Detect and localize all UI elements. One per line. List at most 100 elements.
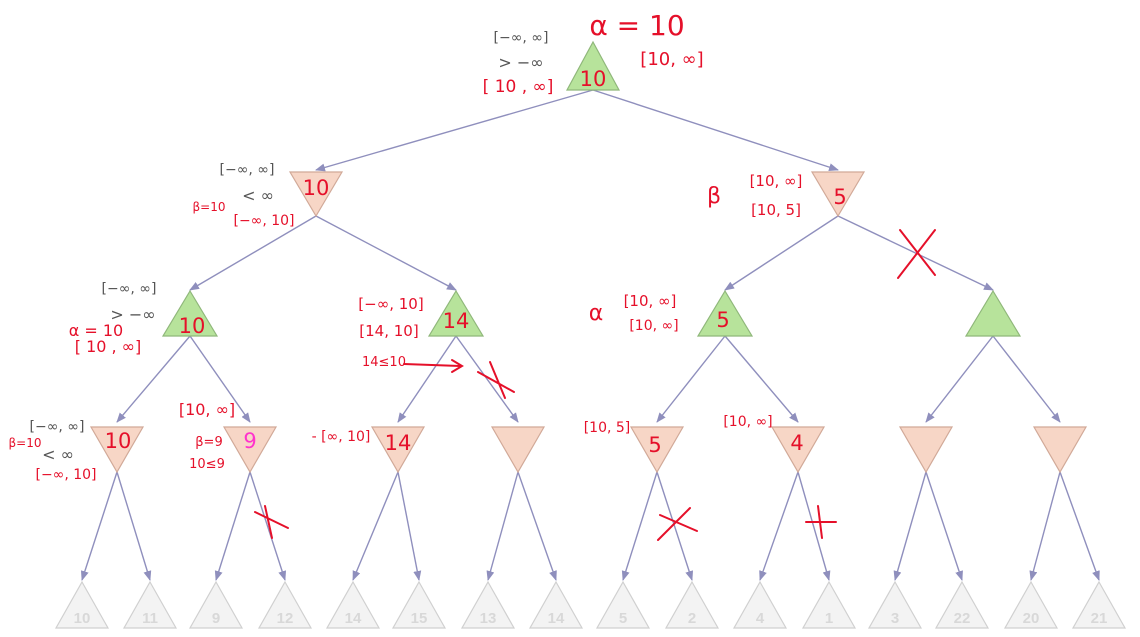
edge-l1-left-l2-a xyxy=(189,215,317,291)
leaf-value-1: 10 xyxy=(74,610,91,627)
edge-l1-left-l2-b xyxy=(315,215,457,291)
node-l3-g xyxy=(898,426,954,474)
node-value-l3-c: 14 xyxy=(385,431,412,455)
tree-edges xyxy=(80,89,1100,581)
handwritten-annotations: α = 10 [ 10 , ∞] [10, ∞] β=10 [−∞, 10] β… xyxy=(9,9,803,483)
prune-cross-4 xyxy=(657,507,698,541)
leaf-6 xyxy=(391,580,447,629)
l1-right-interval-2-annotation: [10, 5] xyxy=(751,201,801,219)
pruning-arrow-head xyxy=(451,359,464,373)
prune-cross-2 xyxy=(477,361,515,399)
l2-c-interval-1-annotation: [10, ∞] xyxy=(624,292,677,310)
edge-l2-d-l3-h xyxy=(992,335,1061,423)
leaf-1 xyxy=(54,580,110,629)
beta-l3-b-annotation: β=9 xyxy=(195,435,222,450)
node-l3-f xyxy=(770,426,826,474)
edge-l3-h-leaf-15 xyxy=(1029,471,1061,581)
edge-l3-d-leaf-7 xyxy=(486,471,519,581)
node-l1-left xyxy=(288,171,344,218)
beta-symbol-annotation: β xyxy=(707,184,721,209)
max-nodes xyxy=(161,40,1022,337)
leaf-value-13: 3 xyxy=(891,610,899,627)
alpha-root-annotation: α = 10 xyxy=(589,9,684,42)
leaf-7 xyxy=(460,580,516,629)
edge-l2-a-l3-b xyxy=(189,335,251,423)
leaf-value-2: 11 xyxy=(142,610,158,627)
root-left-interval-annotation: [ 10 , ∞] xyxy=(483,77,554,97)
root-right-interval-annotation: [10, ∞] xyxy=(640,49,703,70)
edge-l3-e-leaf-9 xyxy=(621,471,658,581)
leaf-12 xyxy=(801,580,857,629)
leaf-15 xyxy=(1003,580,1059,629)
edge-l3-b-leaf-4 xyxy=(249,471,287,581)
edge-l2-d-l3-g xyxy=(925,335,994,423)
edge-l2-b-l3-d xyxy=(455,335,519,423)
node-l2-d xyxy=(964,289,1022,337)
leaf-value-11: 4 xyxy=(756,610,765,627)
edge-l1-right-l2-d xyxy=(837,215,994,291)
node-root xyxy=(565,40,621,91)
l1-left-bound-label: < ∞ xyxy=(242,186,274,205)
leaf-value-10: 2 xyxy=(688,610,696,627)
node-l2-b xyxy=(427,289,485,337)
leaf-nodes xyxy=(54,580,1127,629)
edge-l2-b-l3-c xyxy=(397,335,457,423)
edge-l3-e-leaf-10 xyxy=(656,471,694,581)
l1-left-interval-annotation: [−∞, 10] xyxy=(233,213,294,229)
pruning-arrow xyxy=(403,363,461,367)
l3-f-interval-annotation: [10, ∞] xyxy=(723,414,772,430)
edge-l3-a-leaf-2 xyxy=(116,471,152,581)
edge-l3-d-leaf-8 xyxy=(517,471,557,581)
node-l3-b xyxy=(222,426,278,474)
edge-l2-c-l3-e xyxy=(656,335,726,423)
leaf-4 xyxy=(257,580,313,629)
leaf-2 xyxy=(122,580,178,629)
edge-l3-f-leaf-12 xyxy=(797,471,831,581)
edge-l3-b-leaf-3 xyxy=(214,471,251,581)
node-l3-a xyxy=(89,426,145,474)
l3-e-interval-annotation: [10, 5] xyxy=(584,420,631,436)
l2-a-interval-label: [−∞, ∞] xyxy=(102,281,157,297)
l3-b-interval-annotation: [10, ∞] xyxy=(179,400,235,419)
node-value-l3-a: 10 xyxy=(105,429,132,453)
node-value-l2-b: 14 xyxy=(443,309,470,333)
leaf-values: 10 11 9 12 14 15 13 14 5 2 4 1 3 22 20 2… xyxy=(74,610,1108,627)
node-l3-d xyxy=(490,426,546,474)
leaf-11 xyxy=(732,580,788,629)
node-value-l2-c: 5 xyxy=(716,308,729,332)
edge-l3-a-leaf-1 xyxy=(80,471,118,581)
node-value-l1-right: 5 xyxy=(833,185,846,209)
node-l3-c xyxy=(370,426,426,474)
l2-a-bound-label: > −∞ xyxy=(110,305,155,324)
min-nodes xyxy=(89,171,1088,474)
l2-c-interval-2-annotation: [10, ∞] xyxy=(629,318,678,334)
edge-root-l1-right xyxy=(592,89,839,172)
node-l2-c xyxy=(696,289,754,337)
l2-b-note-annotation: 14≤10 xyxy=(362,355,406,370)
edge-l2-c-l3-f xyxy=(724,335,799,423)
leaf-16 xyxy=(1071,580,1127,629)
leaf-value-16: 21 xyxy=(1091,610,1108,627)
l3-c-interval-annotation: - [∞, 10] xyxy=(312,429,371,445)
leaf-3 xyxy=(188,580,244,629)
l3-a-interval-label: [−∞, ∞] xyxy=(30,419,85,435)
l1-left-interval-label: [−∞, ∞] xyxy=(220,162,275,178)
leaf-value-3: 9 xyxy=(212,610,220,627)
node-value-root: 10 xyxy=(580,67,607,91)
prune-cross-1 xyxy=(897,229,936,279)
node-value-l2-a: 10 xyxy=(179,314,206,338)
beta-l1-left-annotation: β=10 xyxy=(193,200,226,214)
leaf-13 xyxy=(867,580,923,629)
leaf-9 xyxy=(595,580,651,629)
node-value-l1-left: 10 xyxy=(303,176,330,200)
root-bound-label: > −∞ xyxy=(498,53,543,72)
beta-l3-a-annotation: β=10 xyxy=(9,436,42,450)
edge-l3-c-leaf-5 xyxy=(352,471,399,581)
node-l3-e xyxy=(629,426,685,474)
printed-labels: [−∞, ∞] > −∞ [−∞, ∞] < ∞ [−∞, ∞] > −∞ [−… xyxy=(30,30,549,464)
edge-l3-h-leaf-16 xyxy=(1059,471,1100,581)
l3-a-bound-label: < ∞ xyxy=(42,445,74,464)
l2-b-interval-1-annotation: [−∞, 10] xyxy=(358,295,423,313)
